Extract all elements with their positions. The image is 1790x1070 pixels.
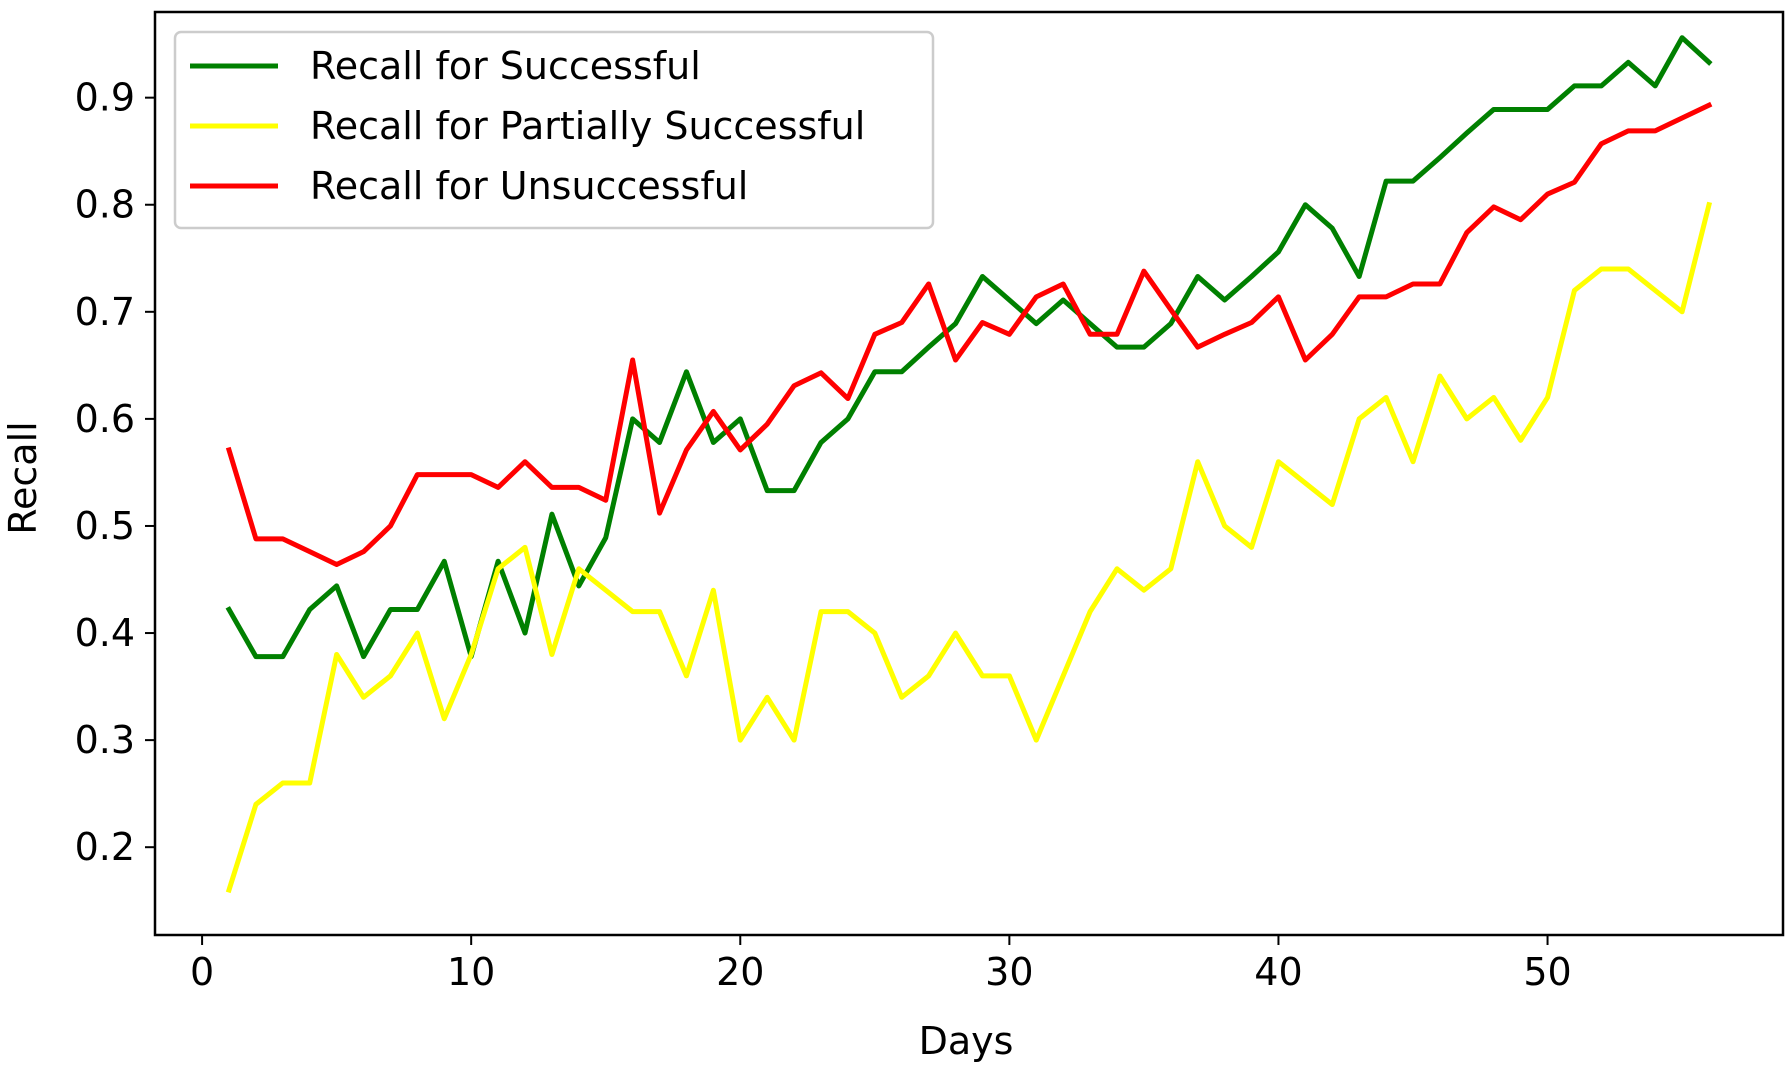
plot-frame (153, 10, 1785, 937)
y-tick-label: 0.3 (75, 718, 135, 762)
x-tick-label: 0 (190, 950, 214, 994)
legend-box (173, 30, 935, 230)
series-lines (225, 35, 1713, 894)
legend-label-3: Recall for Unsuccessful (310, 164, 748, 208)
legend-label-1: Recall for Successful (310, 44, 701, 88)
y-tick-label: 0.5 (75, 504, 135, 548)
y-tick-label: 0.8 (75, 183, 135, 227)
y-tick-label: 0.6 (75, 397, 135, 441)
legend-label-2: Recall for Partially Successful (310, 104, 865, 148)
y-tick-label: 0.4 (75, 611, 135, 655)
y-axis-title: Recall (1, 421, 45, 534)
y-tick-label: 0.2 (75, 825, 135, 869)
x-tick-label: 30 (985, 950, 1033, 994)
x-tick-label: 50 (1523, 950, 1571, 994)
x-axis-title: Days (919, 1019, 1014, 1063)
series-line-2 (225, 201, 1713, 894)
legend: Recall for Successful Recall for Partiall… (173, 30, 935, 230)
axes: 0 10 20 30 40 50 0.2 0.3 0.4 0.5 0.6 0.7 0.8 0.9 (75, 10, 1785, 994)
y-tick-label: 0.7 (75, 290, 135, 334)
y-tick-label: 0.9 (75, 76, 135, 120)
x-tick-label: 20 (716, 950, 764, 994)
series-line-3 (225, 101, 1713, 568)
x-tick-label: 10 (447, 950, 495, 994)
x-tick-label: 40 (1254, 950, 1302, 994)
